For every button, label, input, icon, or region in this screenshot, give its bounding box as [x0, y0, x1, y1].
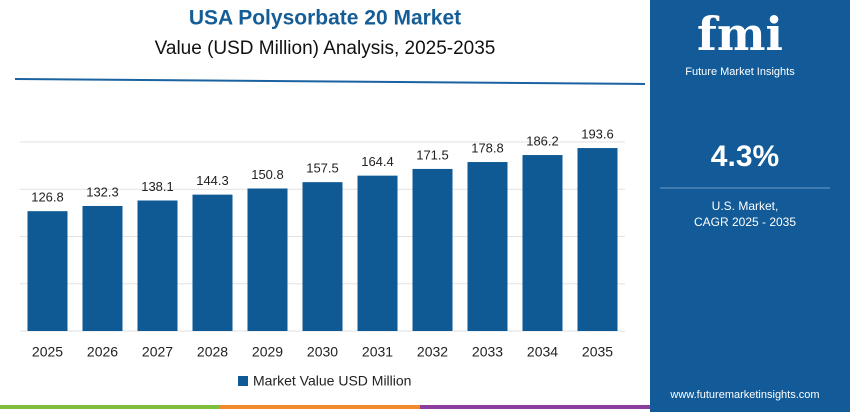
strip-green — [0, 405, 220, 409]
chart-title: USA Polysorbate 20 Market — [189, 7, 461, 30]
logo: fmi — [697, 7, 783, 61]
bar — [247, 188, 288, 331]
bar — [357, 175, 398, 331]
x-tick-label: 2028 — [197, 344, 228, 360]
bar — [27, 211, 68, 331]
strip-purple — [420, 405, 650, 409]
plot: 2025 126.8 2026 132.3 2027 138.1 2028 144.3 2029… — [20, 126, 625, 389]
x-tick-label: 2035 — [582, 344, 613, 360]
brand: Future Market Insights — [685, 66, 795, 78]
cagr-market: U.S. Market, — [712, 199, 779, 213]
chart-subtitle: Value (USD Million) Analysis, 2025-2035 — [155, 38, 496, 59]
value-label: 157.5 — [306, 161, 339, 176]
x-tick-label: 2027 — [142, 344, 173, 360]
value-label: 138.1 — [141, 179, 174, 194]
side-panel — [650, 0, 850, 412]
value-label: 126.8 — [31, 190, 64, 205]
x-tick-label: 2025 — [32, 344, 63, 360]
bar — [192, 194, 233, 331]
value-label: 164.4 — [361, 154, 394, 169]
legend-label: Market Value USD Million — [253, 373, 411, 389]
x-tick-label: 2031 — [362, 344, 393, 360]
x-tick-label: 2029 — [252, 344, 283, 360]
x-tick-label: 2026 — [87, 344, 118, 360]
cagr-period: CAGR 2025 - 2035 — [694, 215, 796, 229]
strip-orange — [220, 405, 420, 409]
bar — [467, 162, 508, 331]
bar — [577, 148, 618, 331]
value-label: 132.3 — [86, 184, 119, 199]
value-label: 186.2 — [526, 133, 559, 148]
legend-swatch — [238, 376, 248, 386]
value-label: 171.5 — [416, 147, 449, 162]
x-tick-label: 2033 — [472, 344, 503, 360]
cagr-value: 4.3% — [711, 140, 779, 173]
bar — [82, 205, 123, 331]
value-label: 178.8 — [471, 140, 504, 155]
divider — [14, 78, 646, 85]
value-label: 193.6 — [581, 126, 614, 141]
bar — [302, 182, 343, 331]
x-tick-label: 2034 — [527, 344, 558, 360]
x-tick-label: 2030 — [307, 344, 338, 360]
value-label: 150.8 — [251, 167, 284, 182]
value-label: 144.3 — [196, 173, 229, 188]
x-tick-label: 2032 — [417, 344, 448, 360]
bar — [412, 168, 453, 331]
website: www.futuremarketinsights.com — [669, 389, 819, 401]
bar — [522, 155, 563, 331]
bar — [137, 200, 178, 331]
